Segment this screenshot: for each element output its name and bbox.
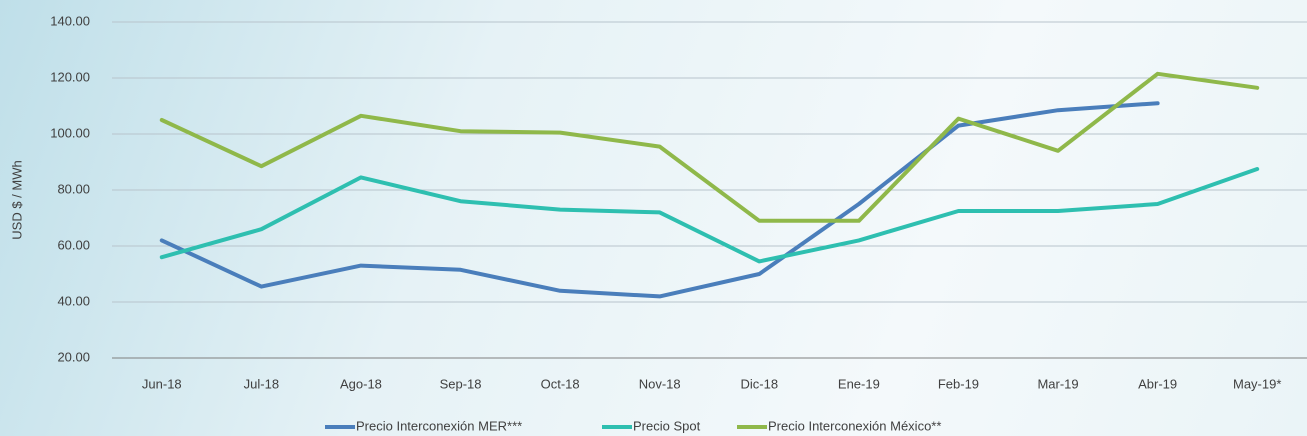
legend-label: Precio Interconexión México** bbox=[768, 418, 941, 433]
x-tick-label: Mar-19 bbox=[1037, 376, 1078, 391]
line-series bbox=[159, 167, 1260, 264]
y-axis-label: USD $ / MWh bbox=[9, 160, 24, 239]
x-tick-label: Jun-18 bbox=[142, 376, 182, 391]
y-tick-label: 120.00 bbox=[50, 69, 90, 84]
x-tick-label: Jul-18 bbox=[244, 376, 279, 391]
line-series bbox=[159, 71, 1260, 223]
y-tick-label: 40.00 bbox=[57, 293, 90, 308]
y-tick-label: 80.00 bbox=[57, 181, 90, 196]
x-tick-label: Abr-19 bbox=[1138, 376, 1177, 391]
line-series bbox=[159, 101, 1160, 299]
y-tick-label: 140.00 bbox=[50, 13, 90, 28]
x-tick-label: Sep-18 bbox=[440, 376, 482, 391]
x-tick-label: Dic-18 bbox=[741, 376, 779, 391]
x-tick-label: Ago-18 bbox=[340, 376, 382, 391]
y-tick-label: 100.00 bbox=[50, 125, 90, 140]
y-tick-label: 20.00 bbox=[57, 349, 90, 364]
legend-label: Precio Spot bbox=[633, 418, 701, 433]
x-tick-label: May-19* bbox=[1233, 376, 1281, 391]
x-tick-label: Feb-19 bbox=[938, 376, 979, 391]
legend-label: Precio Interconexión MER*** bbox=[356, 418, 522, 433]
x-tick-label: Nov-18 bbox=[639, 376, 681, 391]
x-tick-label: Ene-19 bbox=[838, 376, 880, 391]
x-tick-label: Oct-18 bbox=[541, 376, 580, 391]
y-tick-label: 60.00 bbox=[57, 237, 90, 252]
